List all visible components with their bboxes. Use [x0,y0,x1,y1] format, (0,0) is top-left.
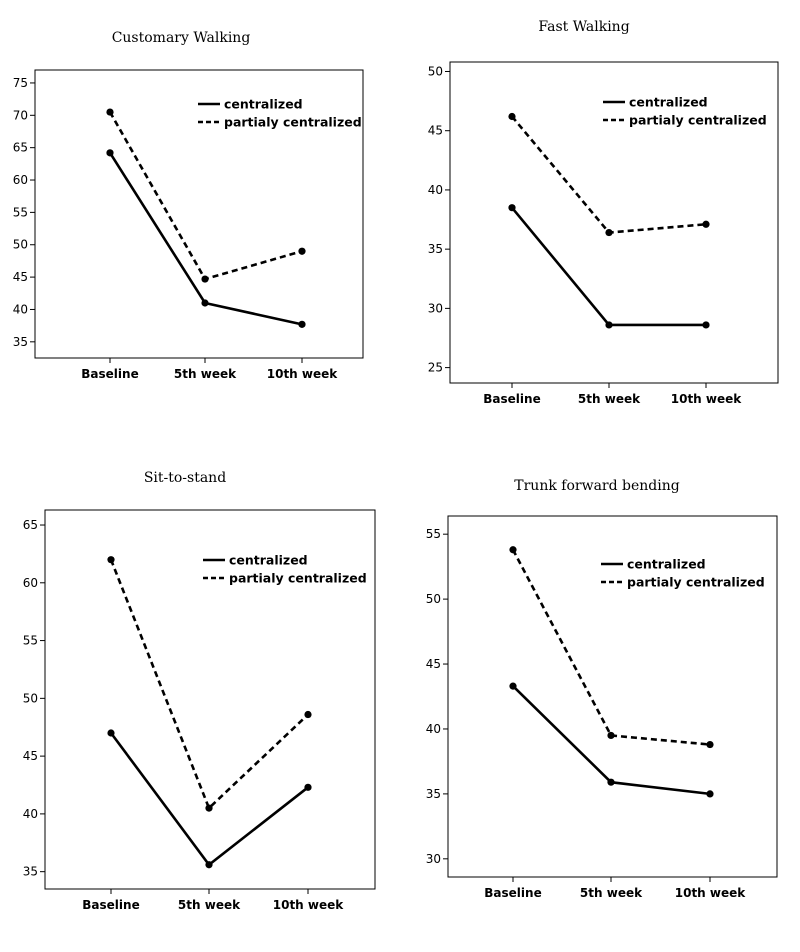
chart-3-ytick-label: 60 [23,576,38,590]
chart-3-series-2-point [107,556,115,564]
chart-1-legend-label-2: partialy centralized [224,115,362,130]
chart-1-ytick-label: 60 [13,173,28,187]
chart-1-series-1-point [106,149,114,157]
chart-4-title: Trunk forward bending [514,478,679,494]
chart-2-series-1-line [510,206,706,327]
chart-4: Trunk forward bending 30 35 40 45 50 55 Baselin… [426,478,778,900]
chart-1-series-1-point [201,299,209,307]
chart-1-series-2-point [298,247,306,255]
chart-3: Sit-to-stand 35 40 45 50 55 60 65 Baseline 5th we… [23,470,376,912]
chart-1-ytick-label: 75 [13,76,28,90]
chart-2-series-1-point [702,321,710,329]
chart-2-ytick-label: 25 [428,361,443,375]
chart-4-ytick-label: 40 [426,722,441,736]
chart-2-category-label: 5th week [578,392,641,406]
chart-4-ytick-label: 30 [426,852,441,866]
chart-4-legend-label-1: centralized [627,557,706,572]
chart-2-ytick-label: 45 [428,124,443,138]
chart-1-ytick-label: 45 [13,270,28,284]
chart-4-series-2-point [706,740,714,749]
chart-3-plot-frame [44,509,376,890]
chart-1-plot-frame [34,69,364,359]
chart-1-ytick-label: 65 [13,141,28,155]
chart-2-series-2-line [511,115,707,234]
chart-3-legend-label-1: centralized [229,553,308,568]
chart-2-ytick-label: 35 [428,242,443,256]
chart-2-legend-label-2: partialy centralized [629,113,767,128]
chart-4-ytick-label: 45 [426,657,441,671]
chart-2-ytick-label: 40 [428,183,443,197]
chart-3-series-1-point [304,783,312,791]
chart-2-category-label: Baseline [483,392,540,406]
chart-3-ytick-label: 40 [23,807,38,821]
chart-2-series-2-point [508,112,516,121]
chart-4-series-1-point [607,778,615,786]
chart-4-ytick-label: 50 [426,592,441,606]
chart-1: Customary Walking 35 40 45 50 55 60 65 70 75 Basel… [13,30,364,381]
chart-4-category-label: Baseline [484,886,541,900]
chart-1-series-2-line [108,111,303,281]
chart-4-series-2-point [607,731,615,740]
chart-1-series-1-line [108,152,303,326]
chart-3-series-1-point [205,861,213,869]
chart-1-category-label: 5th week [174,367,237,381]
chart-3-category-label: Baseline [82,898,139,912]
chart-1-legend-label-1: centralized [224,97,303,112]
chart-3-ytick-label: 45 [23,749,38,763]
chart-1-ytick-label: 70 [13,108,28,122]
chart-3-title: Sit-to-stand [144,470,226,486]
chart-2-legend-label-1: centralized [629,95,708,110]
chart-1-title: Customary Walking [112,30,251,46]
chart-1-series-2-point [201,275,209,283]
chart-3-series-1-point [107,729,115,737]
chart-3-ytick-label: 55 [23,634,38,648]
chart-4-series-1-line [512,685,711,796]
chart-2-series-2-point [605,228,613,237]
chart-4-series-1-point [509,682,517,690]
chart-1-category-label: 10th week [267,367,339,381]
chart-2-series-2-point [702,220,710,228]
chart-3-series-2-point [205,804,213,812]
chart-3-category-label: 5th week [178,898,241,912]
chart-2-ytick-label: 30 [428,301,443,315]
chart-3-ytick-label: 65 [23,518,38,532]
chart-2: Fast Walking 25 30 35 40 45 50 Baseline 5th week… [428,19,779,406]
chart-2-plot-frame [449,61,779,384]
chart-4-series-2-point [509,546,517,554]
chart-1-series-1-point [298,320,306,328]
chart-1-ytick-label: 50 [13,238,28,252]
chart-4-series-1-point [706,790,714,798]
chart-2-series-1-point [605,321,613,329]
chart-1-ytick-label: 35 [13,335,28,349]
chart-3-ytick-label: 50 [23,691,38,705]
chart-1-ytick-label: 55 [13,205,28,219]
chart-2-series-1-point [508,204,516,212]
chart-4-legend-label-2: partialy centralized [627,575,765,590]
chart-1-series-2-point [106,108,114,116]
chart-3-category-label: 10th week [273,898,345,912]
chart-1-category-label: Baseline [81,367,138,381]
chart-4-category-label: 5th week [580,886,643,900]
chart-1-ytick-label: 40 [13,302,28,316]
chart-4-ytick-label: 35 [426,787,441,801]
chart-4-ytick-label: 55 [426,527,441,541]
chart-3-legend-label-2: partialy centralized [229,571,367,586]
chart-3-series-2-point [304,710,312,719]
chart-3-ytick-label: 35 [23,865,38,879]
chart-3-series-1-line [109,732,309,867]
chart-4-category-label: 10th week [675,886,747,900]
chart-2-category-label: 10th week [671,392,743,406]
chart-4-plot-frame [447,515,778,878]
chart-2-title: Fast Walking [538,19,629,35]
chart-2-ytick-label: 50 [428,64,443,78]
